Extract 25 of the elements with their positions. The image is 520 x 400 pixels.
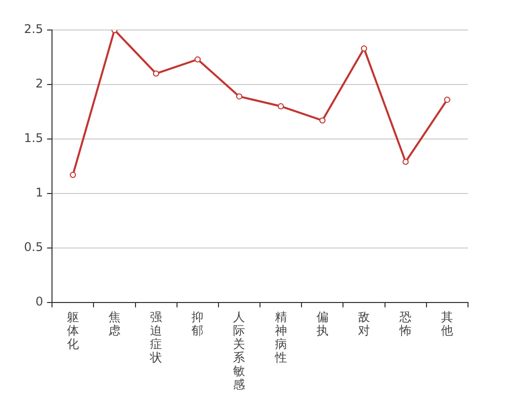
x-tick-label: 精神病性 <box>274 310 287 365</box>
y-tick-label: 0 <box>35 294 44 308</box>
point <box>319 117 326 124</box>
x-tick-label: 抑郁 <box>192 310 204 338</box>
y-tick-label: 1 <box>35 186 44 200</box>
point <box>194 56 201 63</box>
point <box>444 96 450 103</box>
x-tick-label: 敌对 <box>358 310 370 338</box>
x-tick-label: 强迫症状 <box>149 310 162 365</box>
x-tick-label: 恐怖 <box>398 310 412 338</box>
point <box>402 158 409 165</box>
point <box>360 45 368 52</box>
y-tick-label: 2.5 <box>24 22 44 36</box>
y-tick-label: 1.5 <box>24 131 44 146</box>
point <box>152 70 160 77</box>
x-tick-label: 焦虑 <box>108 310 120 338</box>
point <box>236 93 242 100</box>
y-tick-label: 2 <box>35 76 44 91</box>
x-tick-label: 躯体化 <box>66 310 79 352</box>
x-tick-label: 人际关系敏感 <box>233 310 246 392</box>
point <box>278 103 284 110</box>
x-tick-label: 其他 <box>441 310 454 338</box>
x-tick-label: 偏执 <box>316 310 328 338</box>
y-tick-label: 0.5 <box>24 240 44 254</box>
point <box>70 172 76 178</box>
